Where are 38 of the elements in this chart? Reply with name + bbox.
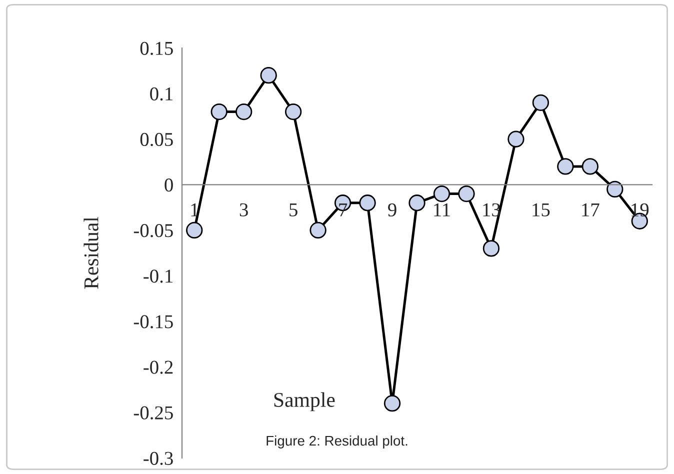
point	[310, 222, 326, 239]
y-tick-label: 0.1	[150, 87, 172, 101]
x-tick-label: 15	[532, 203, 550, 216]
y-tick-label: 0.05	[140, 132, 173, 146]
y-tick-label: 0.15	[140, 42, 173, 56]
x-tick-label: 9	[388, 203, 396, 216]
point	[210, 103, 228, 120]
x-tick-label: 11	[434, 203, 450, 216]
y-tick-label: -0.3	[144, 452, 173, 466]
x-tick-label: 19	[632, 203, 649, 216]
annotation: Figure 2: Residual plot.	[266, 435, 408, 448]
point	[508, 130, 524, 148]
y-tick-label: -0.1	[144, 270, 172, 283]
point	[458, 185, 475, 202]
point	[260, 67, 277, 84]
point	[408, 194, 426, 212]
y-axis-title: Residual	[84, 216, 98, 289]
point	[582, 158, 598, 175]
point	[236, 103, 252, 120]
point	[284, 103, 302, 120]
y-tick-label: 0	[164, 178, 173, 192]
point	[384, 395, 401, 412]
point	[482, 240, 500, 257]
x-tick-label: 17	[582, 203, 600, 216]
point	[433, 185, 450, 202]
point	[532, 94, 550, 111]
x-tick-label: 1	[191, 203, 198, 216]
x-tick-label: 3	[240, 203, 248, 216]
point	[606, 180, 624, 198]
point	[557, 158, 574, 175]
y-tick-label: -0.05	[134, 224, 173, 238]
point	[186, 222, 203, 239]
y-tick-label: -0.2	[144, 360, 173, 374]
x-tick-label: 5	[290, 203, 298, 216]
y-tick-label: -0.15	[134, 315, 173, 328]
y-tick-label: -0.25	[134, 406, 173, 420]
point	[359, 194, 376, 212]
x-axis-title: Sample	[274, 392, 335, 412]
